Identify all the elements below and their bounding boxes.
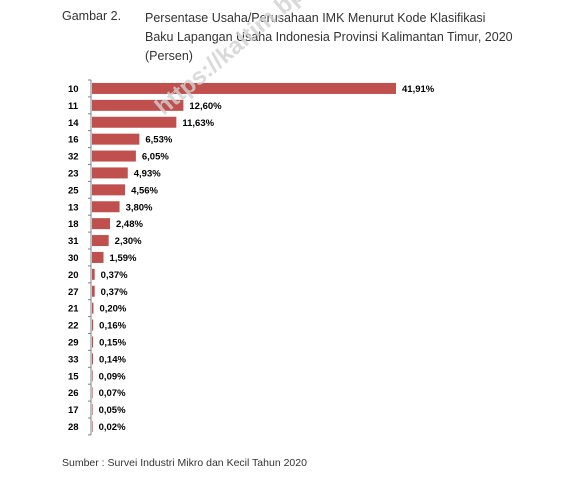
figure-label: Gambar 2. [62,9,122,23]
category-tick-label: 15 [68,371,79,382]
category-tick-label: 33 [68,354,79,365]
bar-26 [92,387,93,399]
category-tick-label: 31 [68,236,79,247]
category-tick-label: 27 [68,287,79,298]
data-label: 4,56% [131,185,158,196]
data-label: 2,48% [116,219,143,230]
data-label: 2,30% [115,236,142,247]
bar-11 [92,99,184,111]
data-label: 0,02% [99,422,126,433]
data-label: 4,93% [134,168,161,179]
category-tick-label: 10 [68,84,79,95]
bar-13 [92,201,120,213]
bar-14 [92,116,177,128]
data-label: 0,15% [99,337,126,348]
bar-16 [92,133,140,145]
category-tick-label: 26 [68,388,79,399]
data-label: 0,37% [101,287,128,298]
data-label: 11,63% [182,118,214,129]
category-tick-label: 21 [68,304,79,315]
data-label: 41,91% [402,84,435,95]
category-tick-label: 32 [68,152,79,163]
figure-title: Persentase Usaha/Perusahaan IMK Menurut … [145,11,513,63]
bar-28 [92,420,93,432]
bar-18 [92,218,110,230]
bar-22 [92,319,94,331]
category-tick-label: 13 [68,202,79,213]
category-tick-label: 29 [68,337,79,348]
category-tick-label: 11 [68,101,79,112]
bar-30 [92,251,104,263]
bar-33 [92,353,94,365]
bar-27 [92,285,95,297]
data-label: 0,37% [101,270,128,281]
bar-10 [92,82,396,94]
bar-23 [92,167,128,179]
data-label: 0,16% [99,321,126,332]
data-label: 12,60% [189,101,222,112]
category-tick-label: 20 [68,270,79,281]
data-label: 0,14% [99,354,126,365]
data-label: 0,05% [99,405,126,416]
bar-15 [92,370,93,382]
category-tick-label: 25 [68,185,79,196]
data-label: 0,07% [99,388,126,399]
category-tick-label: 30 [68,253,79,264]
data-label: 6,05% [142,152,169,163]
category-tick-label: 18 [68,219,79,230]
data-label: 0,20% [99,304,126,315]
bar-29 [92,336,94,348]
data-label: 3,80% [126,202,153,213]
bar-17 [92,404,93,416]
category-tick-label: 28 [68,422,79,433]
bar-31 [92,235,109,247]
category-tick-label: 23 [68,168,79,179]
bar-20 [92,268,95,280]
bar-25 [92,184,126,196]
bar-32 [92,150,136,162]
category-tick-label: 22 [68,321,79,332]
data-label: 1,59% [110,253,137,264]
category-tick-label: 16 [68,135,79,146]
category-tick-label: 17 [68,405,79,416]
bar-21 [92,302,94,314]
data-label: 6,53% [145,135,172,146]
category-tick-label: 14 [68,118,79,129]
data-label: 0,09% [99,371,126,382]
source-note: Sumber : Survei Industri Mikro dan Kecil… [62,457,307,469]
